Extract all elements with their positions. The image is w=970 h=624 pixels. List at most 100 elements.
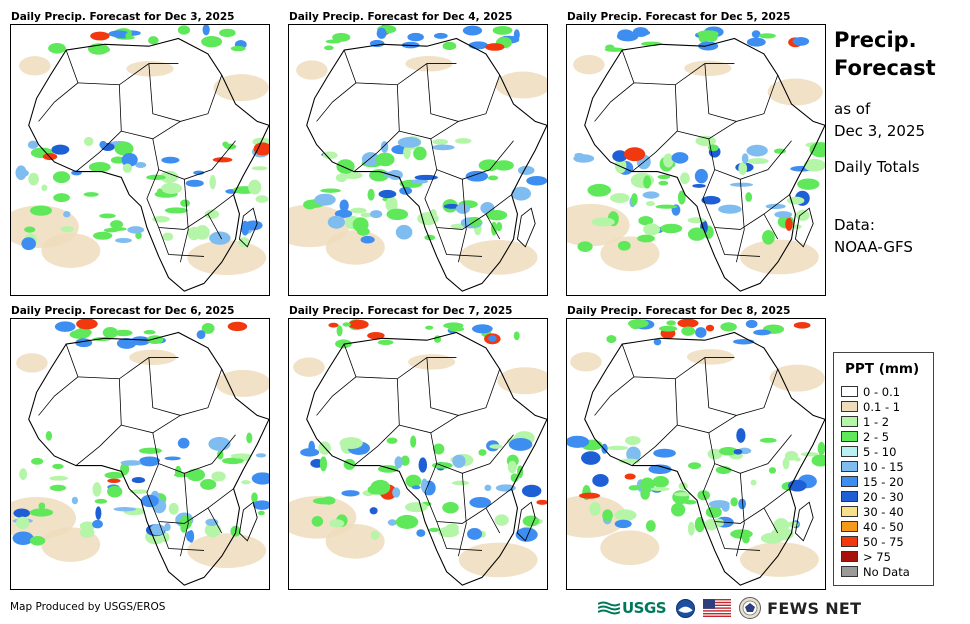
rain-cell xyxy=(15,165,27,181)
rain-cell xyxy=(28,172,39,186)
country-border xyxy=(152,432,236,474)
rain-cell xyxy=(793,322,811,329)
rain-cell xyxy=(385,196,398,212)
rain-cell xyxy=(251,472,269,485)
rain-cell xyxy=(350,207,367,214)
legend-label: No Data xyxy=(863,564,910,579)
rain-cell xyxy=(325,39,342,44)
rain-cell xyxy=(626,446,641,462)
rain-cell xyxy=(258,510,265,516)
rain-cell xyxy=(677,190,686,205)
legend-swatch xyxy=(841,401,858,412)
rain-cell xyxy=(12,531,34,546)
rain-cell xyxy=(795,209,810,221)
rain-cell xyxy=(219,28,236,38)
rain-cell xyxy=(403,146,411,159)
legend-label: > 75 xyxy=(863,549,891,564)
rain-cell xyxy=(377,339,394,345)
country-border xyxy=(146,169,234,230)
rain-cell xyxy=(671,152,689,164)
rain-cell xyxy=(343,458,356,470)
country-border xyxy=(735,473,745,557)
country-border xyxy=(702,463,790,524)
rain-cell xyxy=(370,210,383,219)
rain-cell xyxy=(637,234,655,243)
rain-cell xyxy=(115,237,132,244)
rain-cell xyxy=(208,436,231,451)
country-border xyxy=(316,343,357,416)
legend-swatch xyxy=(841,551,858,562)
dry-area xyxy=(325,230,385,265)
dry-area xyxy=(458,240,538,275)
rain-cell xyxy=(614,158,627,174)
rain-cell xyxy=(648,464,672,474)
rain-cell xyxy=(488,335,497,342)
rain-cell xyxy=(83,192,99,197)
rain-cell xyxy=(224,143,237,150)
rain-cell xyxy=(536,499,547,505)
rain-cell xyxy=(103,228,119,233)
country-border xyxy=(763,507,779,534)
side-info: Precip. Forecast as of Dec 3, 2025 Daily… xyxy=(834,26,964,258)
dry-area xyxy=(740,542,819,577)
precip-map-canvas xyxy=(11,319,269,586)
rain-cell xyxy=(803,158,825,172)
rain-cell xyxy=(186,468,206,482)
legend-item: 20 - 30 xyxy=(841,489,933,504)
country-border xyxy=(207,213,223,240)
dry-area xyxy=(767,78,823,106)
rain-cell xyxy=(624,473,636,480)
rain-cell xyxy=(414,174,438,181)
rain-cell xyxy=(156,188,163,198)
rain-cell xyxy=(376,27,387,39)
country-border xyxy=(355,63,457,86)
rain-cell xyxy=(395,514,419,529)
rain-cell xyxy=(52,463,64,470)
rain-cell xyxy=(83,136,94,146)
rain-cell xyxy=(573,154,595,163)
country-border xyxy=(38,49,79,122)
country-border xyxy=(430,432,514,474)
rain-cell xyxy=(361,152,380,166)
daily-totals-label: Daily Totals xyxy=(834,158,920,176)
dry-area xyxy=(684,60,732,77)
dry-area xyxy=(570,352,602,372)
legend-item: 40 - 50 xyxy=(841,519,933,534)
rain-cell xyxy=(319,456,328,472)
rain-cell xyxy=(522,515,540,527)
rain-cell xyxy=(387,519,397,526)
rain-cell xyxy=(773,148,786,154)
rain-cell xyxy=(405,474,422,488)
panel-title: Daily Precip. Forecast for Dec 4, 2025 xyxy=(289,11,513,23)
madagascar-outline xyxy=(238,501,258,542)
rain-cell xyxy=(492,25,513,35)
rain-cell xyxy=(632,27,649,37)
rain-cell xyxy=(186,530,194,542)
rain-cell xyxy=(314,193,336,206)
rain-cell xyxy=(680,172,690,185)
rain-cell xyxy=(809,142,825,158)
rain-cell xyxy=(41,184,48,192)
dry-area xyxy=(769,364,825,392)
legend-item: 15 - 20 xyxy=(841,474,933,489)
rain-cell xyxy=(628,485,640,491)
rain-cell xyxy=(653,338,662,346)
legend-label: 2 - 5 xyxy=(863,429,890,444)
forecast-panel-dec-4: Daily Precip. Forecast for Dec 4, 2025 xyxy=(288,10,550,296)
rain-cell xyxy=(227,321,248,332)
rain-cell xyxy=(655,204,678,209)
rain-cell xyxy=(31,457,44,465)
rain-cell xyxy=(577,241,593,252)
rain-cell xyxy=(95,506,102,520)
country-border xyxy=(38,343,79,416)
rain-cell xyxy=(410,435,417,448)
rain-cell xyxy=(652,476,669,488)
rain-cell xyxy=(21,237,36,251)
precip-map xyxy=(288,24,548,296)
country-border xyxy=(355,357,457,380)
rain-cell xyxy=(747,158,769,165)
rain-cell xyxy=(201,36,223,48)
rain-cell xyxy=(431,144,455,151)
rain-cell xyxy=(517,165,535,176)
legend-label: 5 - 10 xyxy=(863,444,897,459)
